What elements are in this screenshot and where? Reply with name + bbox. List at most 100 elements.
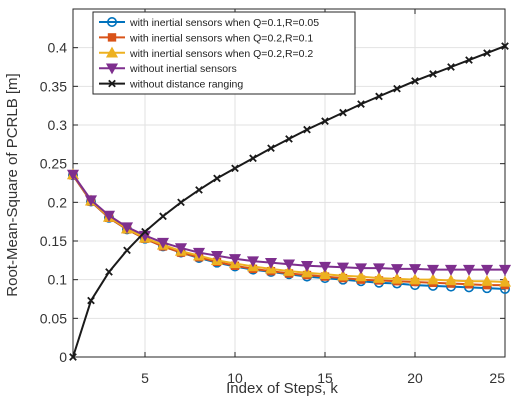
marker-stroke bbox=[321, 117, 329, 125]
marker-stroke bbox=[375, 92, 383, 101]
marker-stroke bbox=[87, 296, 95, 305]
data-point bbox=[393, 84, 401, 93]
series-5 bbox=[69, 42, 509, 361]
marker-stroke bbox=[411, 77, 419, 85]
data-point bbox=[372, 263, 386, 275]
data-point bbox=[426, 264, 440, 276]
tick-labels: 5 10 15 20 25 0 0.05 0.1 0.15 0.2 0.25 0.3 0.35 0.4 bbox=[40, 40, 505, 386]
data-point bbox=[231, 164, 239, 173]
legend-marker bbox=[107, 16, 118, 27]
marker-stroke bbox=[249, 154, 257, 163]
data-point bbox=[213, 174, 221, 183]
data-point bbox=[372, 271, 386, 283]
marker-stroke bbox=[357, 100, 365, 108]
data-point bbox=[66, 169, 80, 181]
data-point bbox=[498, 264, 512, 276]
data-point bbox=[87, 296, 95, 305]
data-point bbox=[282, 264, 296, 276]
data-point bbox=[264, 257, 278, 269]
legend-label: with inertial sensors when Q=0.2,R=0.1 bbox=[129, 32, 313, 44]
marker-stroke bbox=[285, 135, 293, 143]
data-point bbox=[300, 266, 314, 278]
data-point bbox=[102, 210, 116, 222]
data-point bbox=[411, 77, 419, 85]
data-point bbox=[429, 70, 437, 78]
legend-label: with inertial sensors when Q=0.1,R=0.05 bbox=[129, 17, 319, 29]
legend-entry: with inertial sensors when Q=0.2,R=0.2 bbox=[99, 46, 313, 60]
marker-stroke bbox=[303, 125, 311, 134]
data-point bbox=[354, 270, 368, 282]
data-point bbox=[285, 135, 293, 143]
data-point bbox=[390, 264, 404, 276]
data-point bbox=[156, 237, 170, 249]
x-tick-label: 25 bbox=[489, 370, 505, 386]
marker-stroke bbox=[159, 212, 167, 221]
data-point bbox=[483, 49, 491, 57]
y-tick-label: 0.1 bbox=[48, 272, 68, 288]
data-point bbox=[300, 261, 314, 272]
legend-marker bbox=[108, 79, 116, 88]
data-point bbox=[444, 274, 458, 286]
data-point bbox=[174, 243, 188, 255]
legend: with inertial sensors when Q=0.1,R=0.05 w… bbox=[92, 11, 356, 95]
marker-stroke bbox=[105, 268, 113, 276]
data-point bbox=[69, 353, 77, 361]
y-tick-label: 0.35 bbox=[40, 78, 67, 94]
legend-entry: without distance ranging bbox=[99, 79, 243, 91]
data-point bbox=[84, 195, 98, 207]
marker-stroke bbox=[465, 56, 473, 64]
data-point bbox=[303, 125, 311, 134]
data-point bbox=[390, 272, 404, 284]
x-tick-label: 20 bbox=[407, 370, 423, 386]
legend-entry: with inertial sensors when Q=0.2,R=0.1 bbox=[99, 32, 313, 44]
data-point bbox=[501, 42, 509, 50]
data-point bbox=[426, 273, 440, 285]
data-point bbox=[105, 268, 113, 276]
data-point bbox=[447, 63, 455, 71]
legend-marker bbox=[107, 33, 117, 42]
y-axis-label: Root-Mean-Square of PCRLB [m] bbox=[4, 73, 21, 296]
data-point bbox=[339, 108, 347, 117]
x-tick-label: 5 bbox=[141, 370, 149, 386]
data-point bbox=[480, 274, 494, 286]
y-tick-label: 0.3 bbox=[48, 117, 68, 133]
legend-entry: without inertial sensors bbox=[99, 63, 237, 75]
legend-marker bbox=[105, 63, 119, 75]
x-tick-label: 15 bbox=[317, 370, 333, 386]
legend-label: without distance ranging bbox=[129, 79, 243, 91]
marker-stroke bbox=[141, 227, 149, 236]
data-point bbox=[318, 268, 332, 279]
marker-stroke bbox=[447, 63, 455, 71]
data-point bbox=[408, 273, 422, 285]
data-point bbox=[465, 56, 473, 64]
marker-stroke bbox=[231, 164, 239, 173]
marker-stroke bbox=[501, 42, 509, 50]
y-tick-label: 0.4 bbox=[48, 40, 68, 56]
data-point bbox=[249, 154, 257, 163]
data-point bbox=[159, 212, 167, 221]
data-point bbox=[267, 144, 275, 153]
data-point bbox=[246, 256, 260, 268]
marker-stroke bbox=[393, 84, 401, 93]
data-point bbox=[408, 264, 422, 276]
data-point bbox=[321, 117, 329, 125]
marker-stroke bbox=[177, 198, 185, 207]
data-point bbox=[177, 198, 185, 207]
data-point bbox=[375, 92, 383, 101]
plot-frame bbox=[72, 8, 506, 358]
legend-label: without inertial sensors bbox=[129, 63, 237, 75]
marker-stroke bbox=[429, 70, 437, 78]
marker-stroke bbox=[123, 246, 131, 255]
legend-marker bbox=[105, 46, 119, 58]
data-point bbox=[462, 264, 476, 276]
legend-label: with inertial sensors when Q=0.2,R=0.2 bbox=[129, 48, 313, 60]
y-tick-label: 0.2 bbox=[48, 194, 68, 210]
data-point bbox=[336, 269, 350, 281]
y-tick-label: 0.05 bbox=[40, 310, 67, 326]
data-point bbox=[444, 264, 458, 276]
marker-stroke bbox=[339, 108, 347, 117]
legend-entry: with inertial sensors when Q=0.1,R=0.05 bbox=[99, 16, 319, 29]
data-point bbox=[192, 247, 206, 259]
marker-stroke bbox=[108, 79, 116, 88]
data-point bbox=[228, 254, 242, 266]
